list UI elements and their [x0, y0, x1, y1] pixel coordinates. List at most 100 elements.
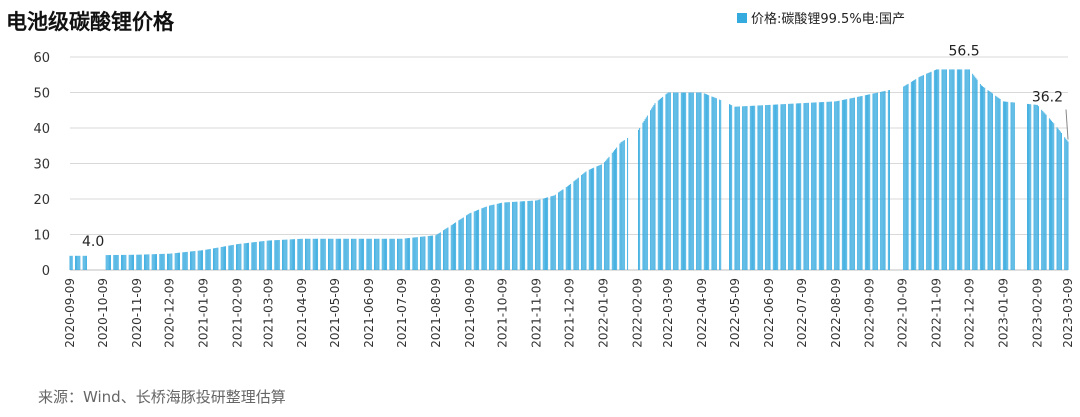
bar — [496, 203, 498, 270]
bar — [621, 141, 623, 270]
bar — [1048, 118, 1050, 270]
bar — [553, 195, 555, 270]
bar — [1045, 114, 1047, 270]
bar — [907, 83, 909, 270]
bar — [294, 239, 296, 270]
bar — [83, 255, 85, 270]
bar — [478, 209, 480, 270]
source-note: 来源：Wind、长桥海豚投研整理估算 — [38, 388, 286, 406]
x-tick-label: 2021-03-09 — [261, 278, 275, 348]
bar — [455, 222, 457, 270]
bar — [805, 102, 807, 270]
bar — [391, 238, 393, 270]
bar — [139, 254, 141, 270]
bar — [860, 96, 862, 270]
bar — [424, 236, 426, 270]
bar — [807, 102, 809, 270]
bar — [78, 255, 80, 270]
bar — [651, 108, 653, 270]
bar — [589, 169, 591, 270]
bar — [283, 239, 285, 270]
bar — [337, 238, 339, 270]
bar — [416, 237, 418, 270]
bar — [389, 238, 391, 270]
bar — [146, 254, 148, 270]
bar — [243, 243, 245, 270]
bar — [1053, 123, 1055, 270]
bar — [192, 251, 194, 270]
x-tick-label: 2021-05-09 — [328, 278, 342, 348]
bar — [662, 96, 664, 270]
bar — [883, 91, 885, 270]
bar — [274, 240, 276, 270]
bar — [759, 105, 761, 270]
bar — [937, 69, 939, 271]
bar — [853, 97, 855, 270]
bar — [253, 242, 255, 270]
bar — [1059, 131, 1061, 270]
bar — [251, 242, 253, 270]
bar — [110, 255, 111, 270]
bar — [990, 92, 992, 270]
bar — [535, 200, 537, 270]
data-label: 4.0 — [82, 234, 104, 250]
bar — [390, 238, 392, 270]
bar — [409, 237, 411, 270]
bar — [791, 103, 793, 271]
bar — [151, 254, 153, 270]
bar — [582, 174, 584, 270]
bar — [216, 247, 218, 270]
bar — [71, 255, 73, 270]
bar — [128, 254, 130, 270]
bar — [176, 252, 178, 270]
bar — [944, 69, 946, 271]
bar — [374, 238, 375, 270]
bar — [658, 99, 660, 270]
bar — [730, 104, 732, 270]
bar — [254, 242, 256, 270]
bar — [827, 101, 829, 270]
y-tick-label: 30 — [33, 158, 50, 173]
bar — [720, 100, 722, 270]
bar — [202, 250, 204, 270]
bar — [792, 103, 794, 271]
bar — [152, 254, 154, 270]
bar — [546, 197, 547, 270]
bar — [677, 92, 679, 270]
bar — [312, 238, 314, 270]
bar — [1007, 101, 1009, 270]
bar — [551, 196, 553, 270]
bar — [178, 252, 179, 270]
bar — [675, 92, 677, 270]
bar — [536, 200, 538, 270]
bar — [680, 92, 682, 270]
bar — [1010, 102, 1012, 271]
bar — [818, 102, 820, 270]
bar — [706, 94, 707, 270]
bar — [850, 98, 852, 271]
bar — [123, 254, 125, 270]
bar — [183, 252, 185, 270]
bar — [584, 172, 586, 271]
bar — [864, 95, 866, 270]
bar — [814, 102, 816, 271]
bar — [79, 255, 81, 270]
x-tick-label: 2021-11-09 — [530, 278, 544, 348]
bar — [974, 76, 976, 270]
bar — [148, 254, 150, 270]
bar — [330, 238, 332, 270]
bar — [952, 69, 954, 271]
bar — [144, 254, 145, 270]
bar — [284, 239, 286, 270]
bar — [309, 238, 311, 270]
bar — [459, 219, 461, 270]
bar — [581, 175, 583, 270]
bar — [577, 177, 579, 270]
bar — [1052, 122, 1054, 270]
bar — [819, 102, 821, 271]
bar — [667, 92, 669, 270]
bar — [938, 69, 940, 271]
bar — [159, 253, 161, 270]
bar — [835, 101, 837, 271]
